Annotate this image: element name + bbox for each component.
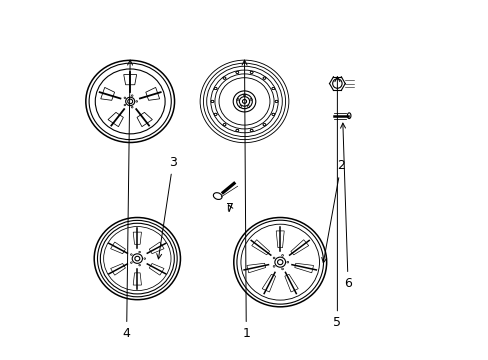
Ellipse shape xyxy=(235,71,238,73)
Text: 4: 4 xyxy=(122,60,132,340)
Ellipse shape xyxy=(275,100,277,103)
Ellipse shape xyxy=(214,113,217,116)
Text: 1: 1 xyxy=(242,60,250,340)
Text: 2: 2 xyxy=(321,159,344,263)
Ellipse shape xyxy=(250,71,253,73)
Ellipse shape xyxy=(263,123,265,126)
Text: 5: 5 xyxy=(333,77,341,329)
Ellipse shape xyxy=(250,129,253,132)
Ellipse shape xyxy=(223,77,225,79)
Ellipse shape xyxy=(263,77,265,79)
Text: 7: 7 xyxy=(226,202,234,215)
Ellipse shape xyxy=(235,129,238,132)
Ellipse shape xyxy=(214,87,217,90)
Text: 6: 6 xyxy=(340,123,351,290)
Ellipse shape xyxy=(271,113,274,116)
Ellipse shape xyxy=(211,100,213,103)
Text: 3: 3 xyxy=(157,156,177,259)
Ellipse shape xyxy=(223,123,225,126)
Ellipse shape xyxy=(271,87,274,90)
